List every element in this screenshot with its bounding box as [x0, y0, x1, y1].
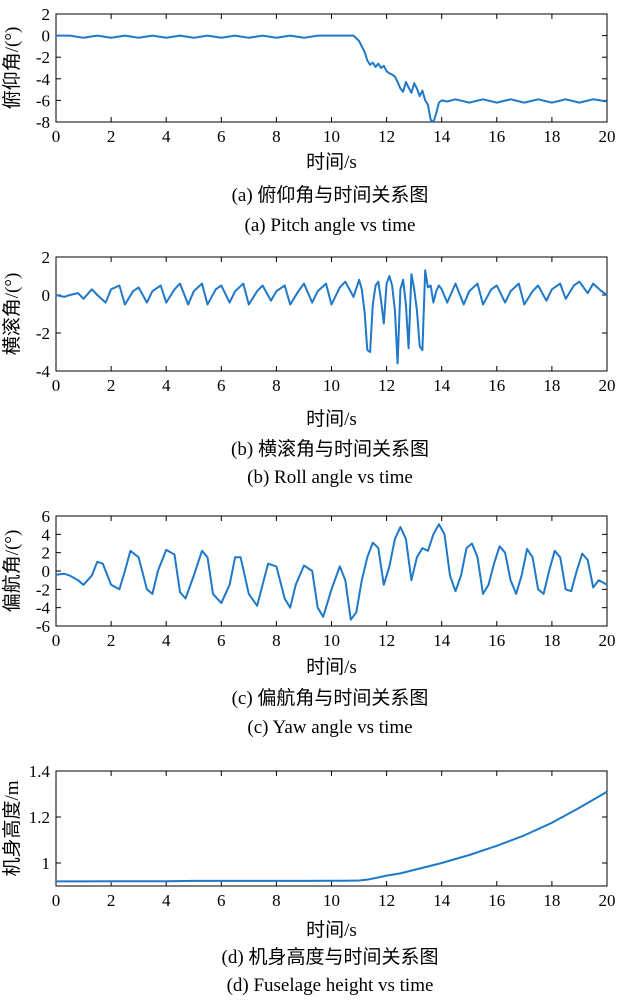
chart-4-x-tick-label: 2 — [107, 891, 116, 910]
chart-3-y-tick-label: 2 — [42, 544, 51, 563]
chart-1-x-tick-label: 2 — [107, 127, 116, 146]
chart-4-y-tick-label: 1.2 — [29, 808, 50, 827]
chart-1-plot-frame — [55, 13, 608, 123]
chart-1-x-tick-label: 10 — [323, 127, 340, 146]
chart-2-x-tick-label: 2 — [107, 376, 116, 395]
chart-3-x-tick-label: 2 — [107, 631, 116, 650]
chart-1-x-tick-label: 12 — [378, 127, 395, 146]
chart-2-x-tick-label: 10 — [323, 376, 340, 395]
chart-4-x-tick-label: 12 — [378, 891, 395, 910]
chart-2-x-tick-label: 6 — [217, 376, 226, 395]
chart-1-y-tick-label: 2 — [42, 5, 51, 24]
chart-1-y-axis-label: 俯仰角/(°) — [1, 27, 23, 110]
chart-4-x-tick-label: 14 — [433, 891, 451, 910]
chart-2-x-axis-label: 时间/s — [306, 408, 357, 430]
chart-3-x-tick-label: 18 — [543, 631, 560, 650]
chart-2-y-axis-label: 横滚角/(°) — [1, 273, 23, 356]
chart-4-y-tick-label: 1.4 — [29, 762, 51, 781]
chart-3-y-tick-label: 0 — [42, 562, 51, 581]
chart-2-series-line — [55, 269, 608, 365]
chart-2-x-tick-label: 0 — [52, 376, 61, 395]
chart-4-y-tick-label: 1 — [42, 854, 51, 873]
chart-4-x-tick-label: 6 — [217, 891, 226, 910]
chart-1-x-tick-label: 16 — [488, 127, 505, 146]
chart-3-x-tick-label: 10 — [323, 631, 340, 650]
chart-4-x-tick-label: 10 — [323, 891, 340, 910]
chart-1-x-tick-label: 0 — [52, 127, 61, 146]
chart-3-x-tick-label: 8 — [272, 631, 281, 650]
chart-3-x-tick-label: 16 — [488, 631, 505, 650]
chart-3-caption-en: (c) Yaw angle vs time — [247, 717, 412, 738]
chart-1-x-tick-label: 8 — [272, 127, 281, 146]
chart-2-x-tick-label: 8 — [272, 376, 281, 395]
chart-3-x-tick-label: 0 — [52, 631, 61, 650]
chart-2-x-tick-label: 20 — [599, 376, 616, 395]
chart-2-x-tick-label: 14 — [433, 376, 451, 395]
chart-1-y-tick-label: -8 — [36, 113, 50, 132]
chart-4-caption-en: (d) Fuselage height vs time — [227, 975, 434, 996]
chart-1-x-tick-label: 4 — [162, 127, 171, 146]
chart-2-y-tick-label: -4 — [36, 362, 51, 381]
chart-3-x-tick-label: 12 — [378, 631, 395, 650]
chart-1-y-tick-label: -4 — [36, 70, 51, 89]
chart-3-plot-frame — [55, 515, 608, 627]
chart-1-y-tick-label: 0 — [42, 27, 51, 46]
chart-3-series-line — [55, 523, 608, 621]
chart-1-x-tick-label: 6 — [217, 127, 226, 146]
chart-4-x-tick-label: 0 — [52, 891, 61, 910]
chart-3-y-tick-label: -6 — [36, 617, 50, 636]
chart-3-x-tick-label: 14 — [433, 631, 451, 650]
chart-4-x-tick-label: 4 — [162, 891, 171, 910]
chart-1-x-tick-label: 14 — [433, 127, 451, 146]
chart-2-x-tick-label: 12 — [378, 376, 395, 395]
chart-4-y-axis-label: 机身高度/m — [1, 780, 23, 876]
chart-1-caption-cn: (a) 俯仰角与时间关系图 — [232, 184, 429, 206]
chart-2-plot-frame — [55, 256, 608, 372]
chart-3-y-axis-label: 偏航角/(°) — [1, 530, 23, 613]
chart-3-x-tick-label: 6 — [217, 631, 226, 650]
chart-3-x-axis-label: 时间/s — [306, 656, 357, 678]
chart-2-y-tick-label: 2 — [42, 248, 51, 267]
chart-1-caption-en: (a) Pitch angle vs time — [245, 215, 416, 236]
chart-1-x-axis-label: 时间/s — [306, 151, 357, 173]
chart-1-series-line — [56, 34, 608, 123]
chart-4-x-tick-label: 8 — [272, 891, 281, 910]
chart-3-caption-cn: (c) 偏航角与时间关系图 — [232, 687, 429, 709]
chart-2-x-tick-label: 4 — [162, 376, 171, 395]
chart-3-x-tick-label: 20 — [599, 631, 616, 650]
chart-4-plot-frame — [55, 770, 608, 887]
chart-3-y-tick-label: -4 — [36, 599, 51, 618]
chart-3-x-tick-label: 4 — [162, 631, 171, 650]
chart-2-x-tick-label: 16 — [488, 376, 505, 395]
chart-1-y-tick-label: -2 — [36, 48, 50, 67]
chart-1-x-tick-label: 18 — [543, 127, 560, 146]
chart-1-x-tick-label: 20 — [599, 127, 616, 146]
chart-2-y-tick-label: -2 — [36, 324, 50, 343]
chart-1-y-tick-label: -6 — [36, 91, 50, 110]
chart-2-caption-cn: (b) 横滚角与时间关系图 — [231, 438, 429, 460]
chart-2-x-tick-label: 18 — [543, 376, 560, 395]
chart-4-x-tick-label: 18 — [543, 891, 560, 910]
chart-4-x-tick-label: 20 — [599, 891, 616, 910]
chart-3-y-tick-label: 6 — [42, 507, 51, 526]
chart-4-caption-cn: (d) 机身高度与时间关系图 — [222, 946, 439, 968]
chart-3-y-tick-label: -2 — [36, 580, 50, 599]
chart-2-y-tick-label: 0 — [42, 286, 51, 305]
chart-4-series-line — [56, 790, 608, 883]
chart-3-y-tick-label: 4 — [42, 525, 51, 544]
chart-4-x-axis-label: 时间/s — [306, 919, 357, 941]
chart-4-x-tick-label: 16 — [488, 891, 505, 910]
chart-2-caption-en: (b) Roll angle vs time — [247, 467, 413, 488]
